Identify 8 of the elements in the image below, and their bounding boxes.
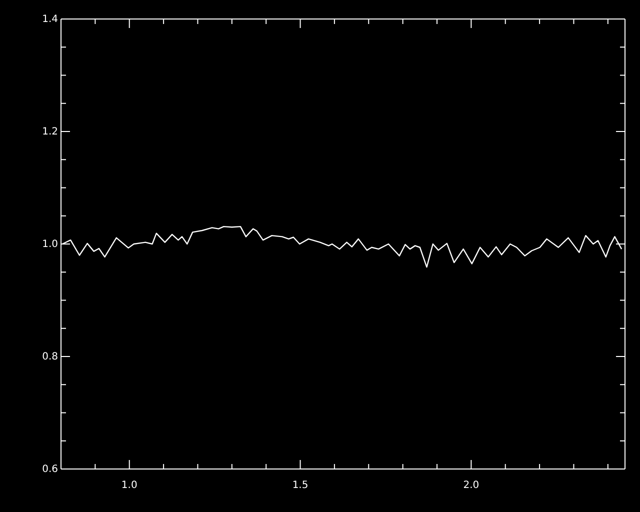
y-tick-label: 1.2 (42, 126, 58, 138)
y-tick-label: 0.6 (42, 464, 58, 476)
y-tick-label: 0.8 (42, 352, 58, 363)
y-tick-label: 1.0 (42, 239, 58, 250)
x-tick-label: 2.0 (463, 480, 480, 492)
y-tick-label: 1.4 (42, 14, 58, 26)
x-tick-label: 1.5 (292, 480, 308, 492)
x-tick-label: 1.0 (121, 480, 138, 492)
